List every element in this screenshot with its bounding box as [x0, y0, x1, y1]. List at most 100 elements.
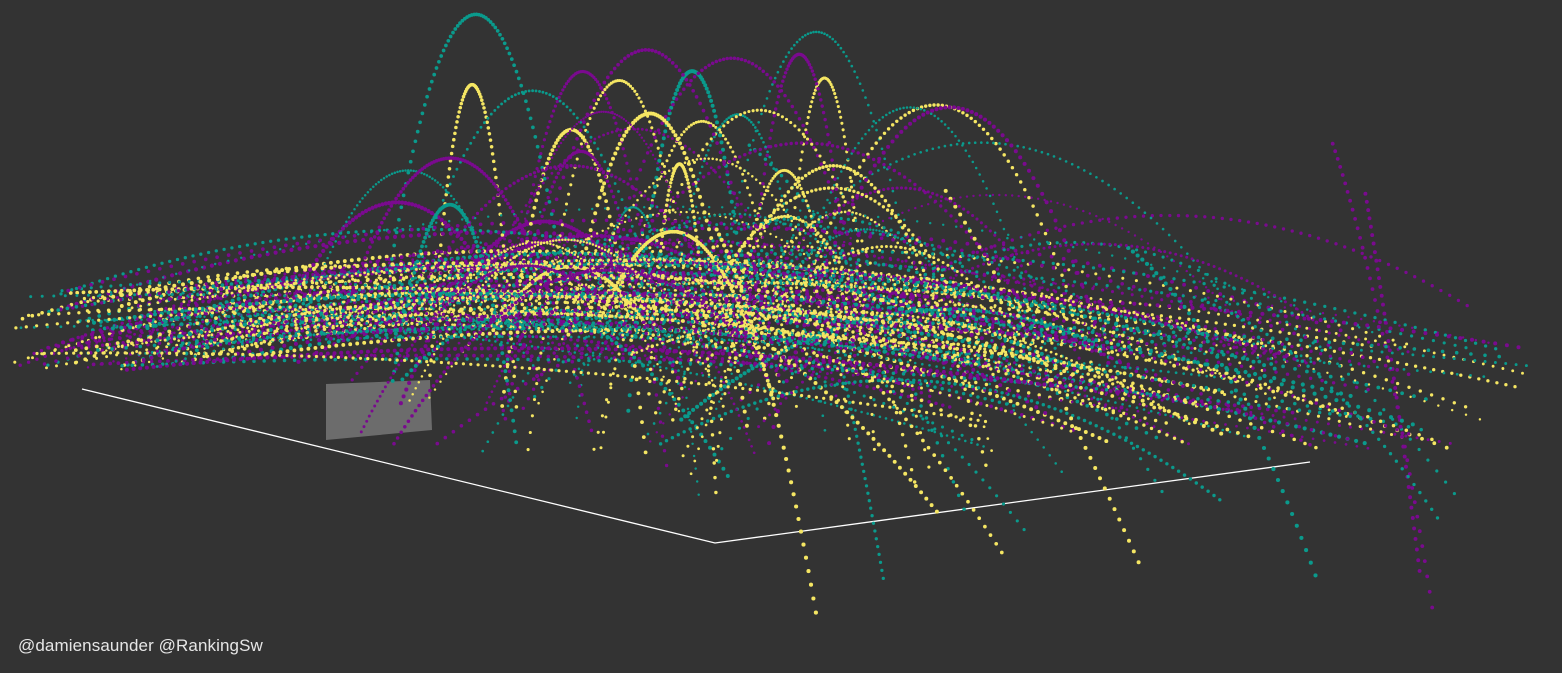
trajectory-point: [812, 92, 816, 96]
trajectory-point: [561, 88, 565, 92]
trajectory-point: [562, 85, 567, 89]
trajectory-point: [485, 120, 489, 125]
trajectory-point: [402, 330, 406, 333]
trajectory-point: [520, 245, 525, 250]
trajectory-point: [216, 273, 220, 278]
trajectory-point: [548, 152, 553, 157]
trajectory-point: [667, 153, 671, 157]
trajectory-point: [621, 247, 625, 251]
trajectory-point: [491, 22, 495, 27]
trajectory-point: [1080, 270, 1084, 274]
trajectory-point: [713, 376, 717, 380]
trajectory-point: [939, 372, 942, 376]
trajectory-point: [976, 370, 979, 374]
trajectory-point: [978, 278, 981, 281]
trajectory-point: [906, 363, 911, 368]
trajectory-point: [1142, 272, 1146, 277]
trajectory-point: [744, 383, 747, 386]
trajectory-point: [439, 243, 443, 247]
trajectory-point: [1292, 298, 1297, 302]
trajectory-point: [546, 156, 551, 161]
trajectory-point: [516, 76, 521, 81]
trajectory-point: [147, 284, 152, 289]
trajectory-point: [1441, 397, 1445, 401]
trajectory-point: [1000, 395, 1003, 399]
trajectory-point: [1407, 385, 1411, 389]
trajectory-point: [100, 343, 105, 347]
trajectory-point: [459, 245, 464, 250]
trajectory-point: [1148, 281, 1152, 285]
trajectory-point: [1293, 367, 1297, 371]
trajectory-point: [599, 234, 605, 239]
trajectory-point: [1453, 336, 1458, 340]
trajectory-point: [995, 384, 999, 389]
trajectory-point: [762, 104, 766, 108]
trajectory-point: [676, 238, 680, 242]
trajectory-point: [444, 43, 448, 48]
trajectory-point: [96, 299, 100, 303]
trajectory-point: [765, 97, 769, 100]
trajectory-point: [1326, 422, 1330, 426]
trajectory-point: [408, 159, 413, 164]
trajectory-point: [380, 178, 383, 182]
trajectory-point: [628, 177, 633, 181]
trajectory-point: [1054, 462, 1057, 465]
trajectory-point: [830, 377, 835, 382]
trajectory-point: [1085, 403, 1090, 408]
trajectory-point: [553, 104, 558, 108]
trajectory-point: [324, 244, 329, 249]
trajectory-point: [596, 284, 599, 288]
trajectory-point: [340, 226, 346, 231]
trajectory-point: [1007, 388, 1012, 393]
trajectory-point: [298, 273, 302, 277]
trajectory-point: [217, 261, 222, 266]
trajectory-point: [731, 240, 735, 244]
trajectory-point: [872, 386, 876, 391]
trajectory-point: [878, 248, 882, 252]
trajectory-point: [776, 70, 780, 74]
trajectory-point: [724, 226, 729, 231]
trajectory-point: [529, 340, 532, 344]
trajectory-point: [530, 213, 535, 218]
trajectory-point: [1048, 454, 1051, 457]
trajectory-point: [372, 353, 377, 358]
trajectory-point: [817, 374, 821, 379]
trajectory-point: [430, 344, 434, 348]
trajectory-point: [462, 240, 467, 245]
trajectory-point: [521, 354, 526, 359]
trajectory-point: [459, 236, 464, 241]
trajectory-point: [1202, 291, 1206, 295]
trajectory-point: [871, 430, 875, 434]
trajectory-point: [727, 338, 731, 342]
trajectory-point: [951, 253, 955, 257]
trajectory-point: [1105, 391, 1109, 395]
trajectory-point: [1412, 394, 1416, 398]
trajectory-point: [810, 248, 814, 253]
trajectory-point: [1095, 408, 1099, 412]
trajectory-point: [548, 272, 552, 277]
trajectory-point: [1257, 359, 1262, 364]
trajectory-point: [1148, 333, 1152, 337]
trajectory-point: [170, 273, 175, 278]
trajectory-point: [267, 288, 272, 293]
trajectory-point: [458, 105, 463, 110]
trajectory-point: [874, 537, 878, 541]
trajectory-point: [636, 391, 641, 396]
trajectory-point: [455, 248, 459, 252]
trajectory-point: [1186, 346, 1190, 350]
trajectory-point: [512, 63, 516, 68]
trajectory-point: [502, 389, 506, 394]
trajectory-point: [1282, 296, 1287, 300]
trajectory-point: [374, 183, 378, 186]
trajectory-point: [982, 322, 987, 327]
trajectory-point: [782, 60, 785, 63]
trajectory-point: [919, 390, 924, 395]
trajectory-point: [904, 259, 908, 263]
trajectory-point: [245, 270, 250, 274]
trajectory-point: [546, 354, 551, 359]
trajectory-point: [837, 379, 842, 383]
trajectory-point: [1026, 391, 1031, 395]
trajectory-point: [1351, 327, 1355, 331]
trajectory-point: [400, 234, 406, 239]
trajectory-point: [750, 201, 754, 205]
